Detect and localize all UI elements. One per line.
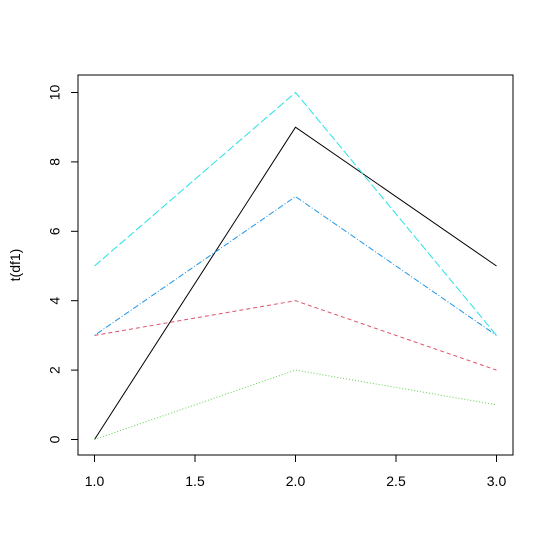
- series-line-2: [94, 300, 497, 371]
- series-layer: [94, 91, 497, 440]
- y-tick-label: 4: [47, 297, 63, 305]
- x-tick-label: 3.0: [487, 473, 507, 489]
- y-tick-label: 8: [47, 158, 63, 166]
- series-line-4: [94, 195, 497, 336]
- series-line-5: [94, 91, 497, 336]
- x-tick-label: 2.0: [286, 473, 306, 489]
- y-tick-label: 6: [47, 227, 63, 235]
- y-tick-label: 10: [47, 85, 63, 101]
- y-axis: 0 2 4 6 8 10: [47, 85, 79, 443]
- x-tick-label: 1.5: [185, 473, 205, 489]
- y-axis-title: t(df1): [7, 249, 23, 282]
- plot-frame: [77, 74, 514, 456]
- series-line-1: [94, 126, 497, 440]
- x-tick-label: 1.0: [85, 473, 105, 489]
- x-axis: 1.0 1.5 2.0 2.5 3.0: [85, 454, 507, 489]
- y-tick-label: 0: [47, 435, 63, 443]
- x-tick-label: 2.5: [386, 473, 406, 489]
- y-tick-label: 2: [47, 366, 63, 374]
- series-line-3: [94, 369, 497, 440]
